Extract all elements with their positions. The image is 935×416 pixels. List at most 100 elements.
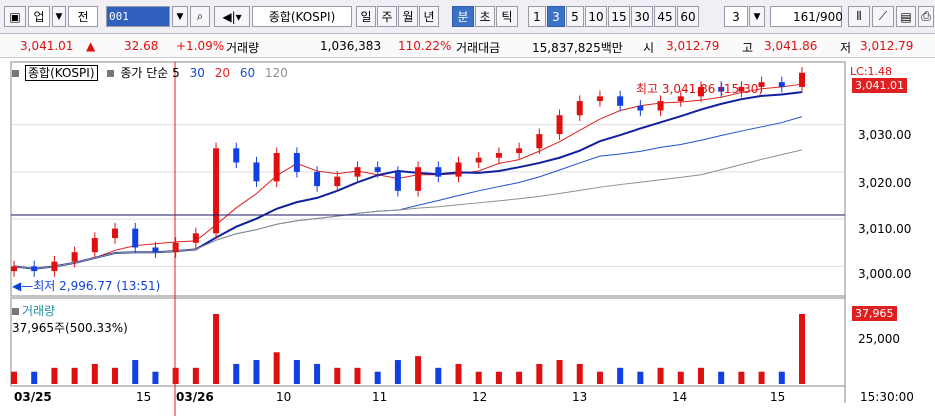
page-total: /900 xyxy=(815,9,843,24)
volume-bar xyxy=(152,371,159,384)
candle-body xyxy=(314,171,321,187)
volume-bar xyxy=(556,360,563,384)
volume-bar xyxy=(455,363,462,384)
legend-ma-120[interactable]: 120 xyxy=(264,66,288,80)
candle-body xyxy=(354,167,361,177)
candle-body xyxy=(718,86,725,92)
low-label: 저 xyxy=(840,41,852,55)
candle-body xyxy=(799,72,805,87)
period-tick[interactable]: 틱 xyxy=(496,6,518,27)
y-tick-3010: 3,010.00 xyxy=(858,222,912,236)
legend-ma-label[interactable]: 종가 단순 5 xyxy=(120,66,180,80)
open-value: 3,012.79 xyxy=(666,39,720,53)
save-icon[interactable]: ▤ xyxy=(896,6,916,27)
period-week[interactable]: 주 xyxy=(377,6,397,27)
interval-3[interactable]: 3 xyxy=(547,6,565,27)
count-input[interactable]: 3 xyxy=(724,6,748,27)
interval-1[interactable]: 1 xyxy=(528,6,546,27)
volume-bar xyxy=(617,367,624,384)
legend-ma-30[interactable]: 30 xyxy=(189,66,205,80)
y-tick-3000: 3,000.00 xyxy=(858,267,912,281)
volume-bar xyxy=(697,367,704,384)
candle-body xyxy=(253,162,260,182)
market-select[interactable]: 업 xyxy=(28,6,50,27)
candle-body xyxy=(435,167,442,177)
volume-bar xyxy=(11,371,17,384)
x-label-0326: 03/26 xyxy=(176,390,214,404)
volume-bar xyxy=(31,371,38,384)
volume-bar xyxy=(334,367,341,384)
volume-bar xyxy=(536,363,543,384)
candle-body xyxy=(213,148,220,234)
legend-box-icon xyxy=(12,308,19,315)
y-tick-3020: 3,020.00 xyxy=(858,176,912,190)
change-percent: +1.09% xyxy=(176,39,225,53)
volume-bar xyxy=(213,314,220,384)
candle-body xyxy=(192,233,199,243)
x-label-14: 14 xyxy=(672,390,688,404)
high-annotation: 최고 3,041.86 (15:30) xyxy=(636,82,764,96)
candle-body xyxy=(11,266,17,272)
period-day[interactable]: 일 xyxy=(356,6,376,27)
speaker-icon[interactable]: ◀|▾ xyxy=(214,6,250,27)
window-icon[interactable]: ▣ xyxy=(4,6,26,27)
code-dropdown-icon[interactable]: ▼ xyxy=(172,6,188,27)
candle-body xyxy=(334,176,341,187)
period-month[interactable]: 월 xyxy=(398,6,418,27)
volume-y-tick: 25,000 xyxy=(858,332,900,346)
x-label-15: 15 xyxy=(136,390,152,404)
y-tick-3030: 3,030.00 xyxy=(858,128,912,142)
candle-body xyxy=(778,82,785,87)
x-label-15b: 15 xyxy=(770,390,786,404)
period-minute[interactable]: 분 xyxy=(452,6,474,27)
legend-box-icon xyxy=(12,70,19,77)
interval-60[interactable]: 60 xyxy=(677,6,699,27)
candle-body xyxy=(536,134,543,149)
candle-body xyxy=(374,167,381,172)
high-value: 3,041.86 xyxy=(764,39,818,53)
page-indicator: 161/900 xyxy=(770,6,843,27)
low-value: 3,012.79 xyxy=(860,39,914,53)
volume-bar xyxy=(758,371,765,384)
chart-type-icon[interactable]: ⫴ xyxy=(848,6,870,27)
candle-body xyxy=(738,86,745,92)
candle-body xyxy=(516,148,523,154)
legend-ma-20[interactable]: 20 xyxy=(214,66,230,80)
volume-bar xyxy=(516,371,523,384)
candle-body xyxy=(172,242,179,253)
print-icon[interactable]: ⎙ xyxy=(918,6,934,27)
market-dropdown-icon[interactable]: ▼ xyxy=(52,6,66,27)
volume-bar xyxy=(91,363,98,384)
legend-index-name[interactable]: 종합(KOSPI) xyxy=(25,65,98,81)
volume-bar xyxy=(273,352,280,384)
volume-bar xyxy=(394,360,401,384)
interval-30[interactable]: 30 xyxy=(631,6,653,27)
trendline-icon[interactable]: ⟋ xyxy=(872,6,894,27)
search-icon[interactable]: ⌕ xyxy=(190,6,210,27)
legend-ma-60[interactable]: 60 xyxy=(239,66,256,80)
volume-current-tag: 37,965 xyxy=(852,306,897,321)
price-chart[interactable] xyxy=(0,58,935,416)
prev-button[interactable]: 전 xyxy=(68,6,98,27)
low-annotation: ◀—최저 2,996.77 (13:51) xyxy=(12,279,161,293)
candle-body xyxy=(617,96,624,106)
volume-bar xyxy=(718,371,725,384)
lc-label: LC:1.48 xyxy=(850,65,893,78)
interval-15[interactable]: 15 xyxy=(608,6,630,27)
volume-title[interactable]: 거래량 xyxy=(22,304,56,318)
candle-body xyxy=(495,153,502,158)
volume-bar xyxy=(657,367,664,384)
x-label-0325: 03/25 xyxy=(14,390,52,404)
ma-line-35 xyxy=(13,149,803,270)
period-second[interactable]: 초 xyxy=(475,6,495,27)
index-name-field: 종합(KOSPI) xyxy=(252,6,352,27)
interval-45[interactable]: 45 xyxy=(654,6,676,27)
interval-10[interactable]: 10 xyxy=(585,6,607,27)
volume-value-label: 37,965주(500.33%) xyxy=(12,321,128,335)
code-input[interactable]: 001 xyxy=(106,6,170,27)
x-label-10: 10 xyxy=(276,390,292,404)
interval-5[interactable]: 5 xyxy=(566,6,584,27)
count-dropdown-icon[interactable]: ▼ xyxy=(749,6,765,27)
period-year[interactable]: 년 xyxy=(419,6,439,27)
low-annotation-text: 최저 2,996.77 (13:51) xyxy=(33,279,161,293)
